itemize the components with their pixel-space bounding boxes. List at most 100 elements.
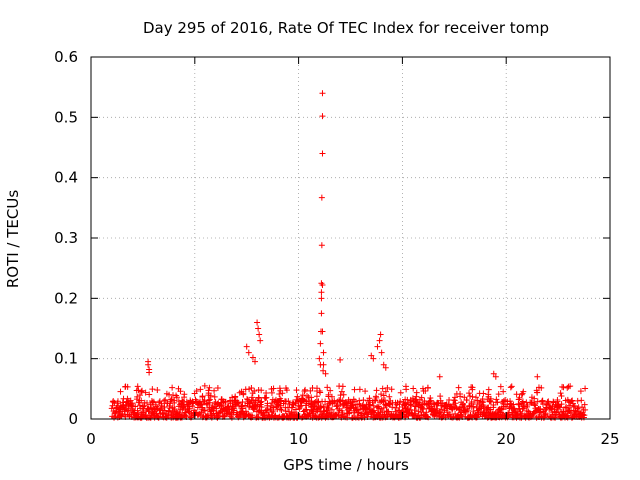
data-point <box>150 398 157 405</box>
data-point <box>206 384 213 391</box>
data-point <box>249 390 256 397</box>
data-point <box>402 404 409 411</box>
data-point <box>149 399 156 406</box>
data-point <box>218 402 225 409</box>
data-point <box>135 410 142 417</box>
data-point <box>113 405 120 412</box>
data-point <box>510 401 517 408</box>
data-point <box>431 406 438 413</box>
data-point <box>243 343 250 350</box>
data-point <box>582 385 589 392</box>
data-point <box>385 408 392 415</box>
data-point <box>257 337 264 344</box>
data-point <box>158 402 165 409</box>
data-point <box>557 390 564 397</box>
data-point <box>294 393 301 400</box>
data-point <box>474 397 481 404</box>
data-point <box>374 343 381 350</box>
grid-layer <box>91 57 610 419</box>
data-point <box>415 401 422 408</box>
data-point <box>220 399 227 406</box>
data-point <box>356 386 363 393</box>
data-point <box>254 319 261 326</box>
y-tick-label: 0.6 <box>54 48 78 66</box>
data-point <box>255 325 262 332</box>
data-point <box>312 404 319 411</box>
data-point <box>418 394 425 401</box>
data-point <box>324 384 331 391</box>
data-point <box>264 402 271 409</box>
data-point <box>206 396 213 403</box>
data-point <box>378 391 385 398</box>
data-point <box>255 394 262 401</box>
data-point <box>268 389 275 396</box>
data-point <box>509 404 516 411</box>
y-tick-label: 0.5 <box>54 108 78 126</box>
data-point <box>569 397 576 404</box>
x-axis-label: GPS time / hours <box>283 456 409 474</box>
y-tick-label: 0 <box>68 410 78 428</box>
data-point <box>318 289 325 296</box>
data-point <box>149 386 156 393</box>
data-point <box>282 385 289 392</box>
data-point <box>340 401 347 408</box>
data-point <box>461 394 468 401</box>
x-tick-label: 5 <box>190 430 200 448</box>
data-point <box>288 410 295 417</box>
data-point <box>290 402 297 409</box>
data-point <box>318 295 325 302</box>
data-point <box>124 395 131 402</box>
data-point <box>199 393 206 400</box>
data-point <box>325 405 332 412</box>
data-point <box>146 391 153 398</box>
data-point <box>270 407 277 414</box>
data-point <box>299 392 306 399</box>
data-point <box>380 361 387 368</box>
data-point <box>211 387 218 394</box>
data-point <box>327 387 334 394</box>
data-point <box>138 397 145 404</box>
data-point <box>410 385 417 392</box>
data-point <box>263 390 270 397</box>
data-point <box>560 384 567 391</box>
data-point <box>404 396 411 403</box>
data-point <box>277 387 284 394</box>
data-point <box>135 387 142 394</box>
data-point <box>427 397 434 404</box>
data-point <box>119 401 126 408</box>
data-point <box>317 340 324 347</box>
data-point <box>248 394 255 401</box>
data-point <box>531 395 538 402</box>
data-point <box>382 388 389 395</box>
data-point <box>420 405 427 412</box>
data-point <box>309 385 316 392</box>
data-point <box>122 383 129 390</box>
data-point <box>422 387 429 394</box>
data-point <box>328 393 335 400</box>
x-tick-label: 10 <box>289 430 308 448</box>
data-point <box>272 396 279 403</box>
data-point <box>350 396 357 403</box>
data-point <box>308 394 315 401</box>
data-point <box>201 382 208 389</box>
data-point <box>515 396 522 403</box>
data-point <box>455 384 462 391</box>
data-point <box>344 406 351 413</box>
data-point <box>298 396 305 403</box>
data-point <box>545 400 552 407</box>
data-point <box>144 400 151 407</box>
data-point <box>558 401 565 408</box>
data-point <box>282 398 289 405</box>
data-point <box>424 384 431 391</box>
data-point <box>180 402 187 409</box>
data-point <box>275 402 282 409</box>
data-point <box>139 403 146 410</box>
data-point <box>409 395 416 402</box>
data-point <box>161 407 168 414</box>
data-point <box>317 389 324 396</box>
data-point <box>392 399 399 406</box>
data-point <box>114 398 121 405</box>
data-layer <box>108 90 589 421</box>
data-point <box>320 403 327 410</box>
data-point <box>293 396 300 403</box>
